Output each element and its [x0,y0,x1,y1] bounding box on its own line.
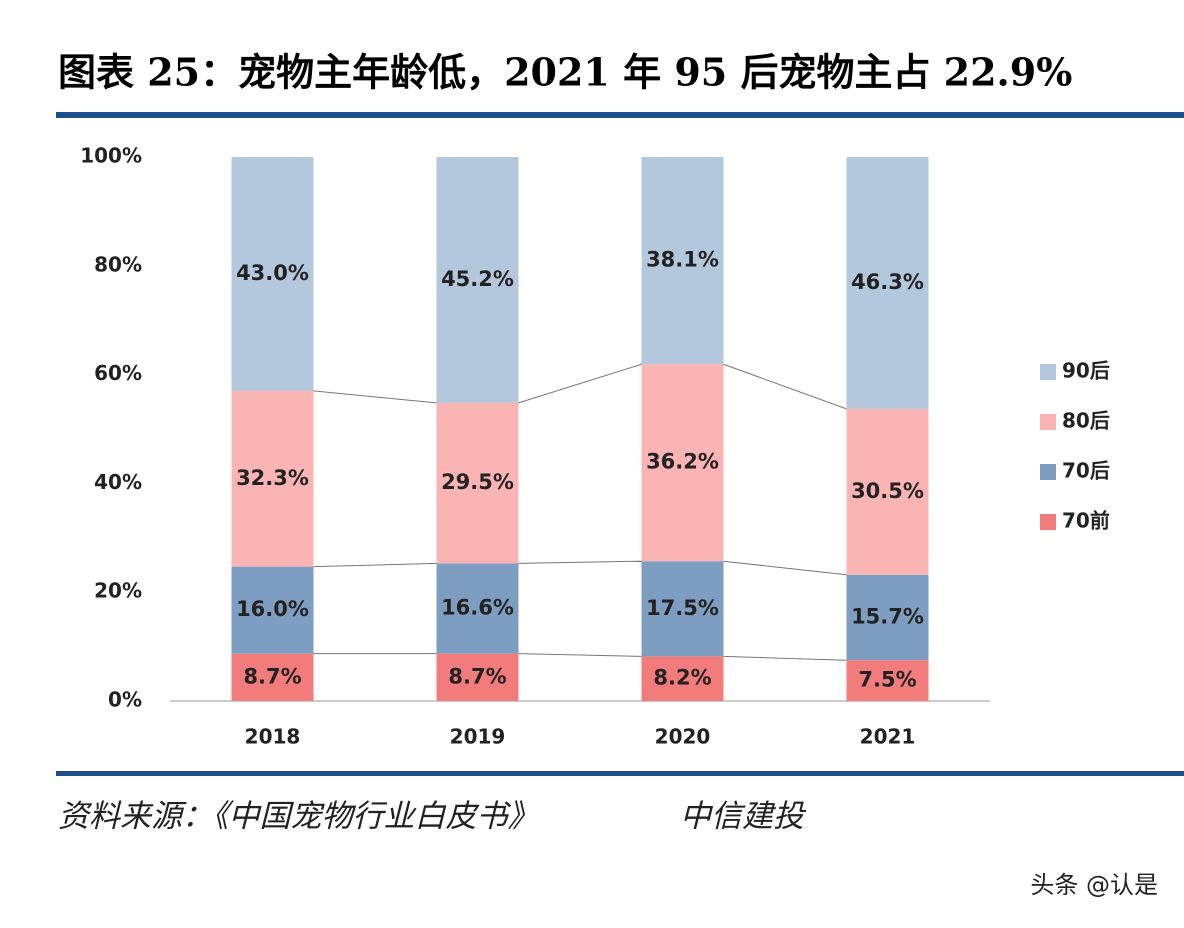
legend-swatch [1040,464,1056,480]
value-label: 8.7% [448,664,506,688]
connector [518,560,642,564]
y-tick-label: 80% [94,252,142,276]
connector [518,363,642,404]
footer-rule [56,771,1184,776]
bar-segment [846,408,929,575]
value-label: 8.2% [653,666,711,690]
connector [723,655,847,661]
legend-label: 70前 [1062,509,1110,533]
bar-segment [436,402,519,564]
legend-swatch [1040,414,1056,430]
value-label: 7.5% [858,668,916,692]
y-tick-label: 100% [80,144,142,168]
value-label: 45.2% [441,267,514,291]
bar-segment [641,656,724,701]
x-tick-label: 2019 [450,725,506,749]
y-tick-label: 40% [94,470,142,494]
value-label: 43.0% [236,261,309,285]
bar-segment [846,660,929,701]
source-org: 中信建投 [680,799,807,835]
y-tick-label: 20% [94,579,142,603]
bar-segment [231,157,314,391]
value-label: 15.7% [851,604,924,628]
value-label: 8.7% [243,664,301,688]
title-rule [56,112,1184,118]
value-label: 36.2% [646,450,719,474]
bar-segment [231,566,314,654]
bar-segment [436,653,519,701]
bar-segment [846,574,929,661]
bar-segment [436,157,519,403]
legend-label: 90后 [1062,359,1110,383]
value-label: 16.0% [236,597,309,621]
value-label: 16.6% [441,596,514,620]
connector [313,390,437,404]
connector [518,653,642,657]
value-label: 46.3% [851,270,924,294]
connector [313,562,437,568]
value-label: 29.5% [441,470,514,494]
y-tick-label: 60% [94,361,142,385]
bar-segment [641,157,724,365]
x-tick-label: 2018 [245,725,301,749]
connector [723,363,847,410]
watermark: 头条 @认是 [1030,871,1158,899]
bar-segment [231,653,314,701]
legend-label: 80后 [1062,409,1110,433]
value-label: 30.5% [851,479,924,503]
x-tick-label: 2020 [655,725,711,749]
legend-swatch [1040,514,1056,530]
value-label: 17.5% [646,596,719,620]
x-tick-label: 2021 [860,725,916,749]
y-tick-label: 0% [108,688,142,712]
bar-segment [641,561,724,657]
bar-segment [231,390,314,567]
value-label: 38.1% [646,248,719,272]
bar-segment [846,157,929,409]
connector [723,560,847,576]
chart-title: 图表 25：宠物主年龄低，2021 年 95 后宠物主占 22.9% [58,50,1072,95]
bar-segment [641,364,724,562]
legend-label: 70后 [1062,459,1110,483]
bar-segment [436,563,519,654]
legend-swatch [1040,364,1056,380]
source: 资料来源：《中国宠物行业白皮书》 [58,799,539,835]
value-label: 32.3% [236,466,309,490]
